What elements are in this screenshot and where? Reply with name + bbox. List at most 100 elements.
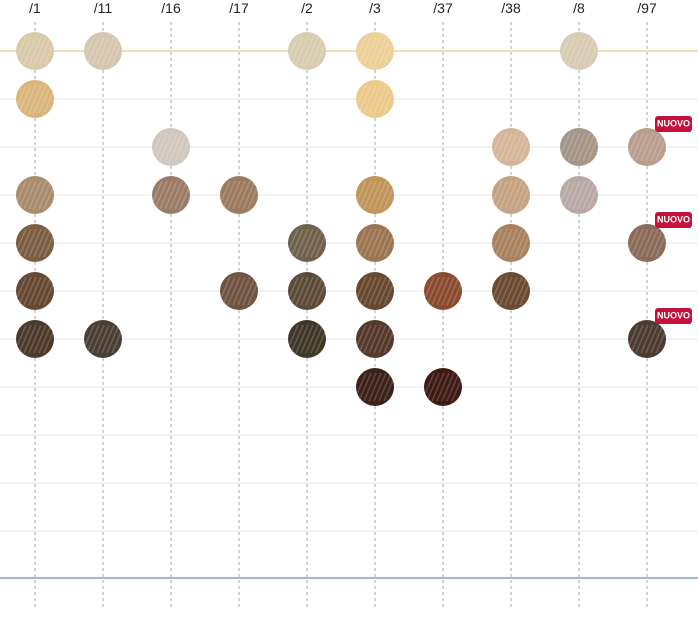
swatch bbox=[489, 128, 533, 166]
swatch bbox=[489, 224, 533, 262]
swatch-strand bbox=[18, 180, 32, 210]
swatch-strand bbox=[368, 84, 382, 114]
swatch-strand bbox=[451, 276, 465, 306]
swatch-strand bbox=[378, 228, 392, 258]
swatch-strand bbox=[111, 324, 125, 354]
swatch-strand bbox=[38, 84, 52, 114]
swatch-strand bbox=[222, 276, 236, 306]
swatch-circle bbox=[560, 176, 598, 214]
swatch-strand bbox=[353, 372, 367, 402]
swatch-strand bbox=[378, 180, 392, 210]
swatch-strand bbox=[509, 180, 523, 210]
swatch-strand bbox=[13, 324, 27, 354]
swatch-strand bbox=[33, 36, 47, 66]
swatch-strand bbox=[562, 180, 576, 210]
swatch-strand bbox=[96, 324, 110, 354]
swatch-strand bbox=[28, 276, 42, 306]
swatch-strand bbox=[217, 276, 231, 306]
swatch-strand bbox=[489, 132, 503, 162]
swatch-strand bbox=[232, 180, 246, 210]
swatch-strand bbox=[23, 180, 37, 210]
swatch-strand bbox=[368, 228, 382, 258]
swatch-strand bbox=[373, 180, 387, 210]
swatch bbox=[353, 224, 397, 262]
swatch-circle bbox=[152, 176, 190, 214]
swatch-strand bbox=[655, 132, 669, 162]
swatch-strand bbox=[572, 36, 586, 66]
swatch bbox=[557, 128, 601, 166]
swatch-strand bbox=[358, 324, 372, 354]
swatch-circle bbox=[628, 128, 666, 166]
column-header: /16 bbox=[161, 0, 181, 16]
swatch-strand bbox=[572, 132, 586, 162]
swatch-strand bbox=[18, 228, 32, 258]
swatch-strand bbox=[96, 36, 110, 66]
swatch-strand bbox=[13, 228, 27, 258]
swatch-strand bbox=[368, 372, 382, 402]
swatch-strand bbox=[650, 132, 664, 162]
column-header: /11 bbox=[94, 0, 113, 16]
swatch-strand bbox=[494, 228, 508, 258]
swatch-strand bbox=[635, 228, 649, 258]
swatch bbox=[285, 272, 329, 310]
swatch-strand bbox=[640, 324, 654, 354]
swatch-strand bbox=[358, 276, 372, 306]
swatch-strand bbox=[383, 228, 397, 258]
swatch-strand bbox=[358, 372, 372, 402]
swatch-strand bbox=[300, 324, 314, 354]
column-header: /38 bbox=[501, 0, 521, 16]
swatch-circle bbox=[424, 272, 462, 310]
swatch bbox=[489, 176, 533, 214]
swatch-strand bbox=[295, 324, 309, 354]
swatch-strand bbox=[247, 276, 261, 306]
swatch-strand bbox=[315, 36, 329, 66]
badge bbox=[655, 116, 692, 132]
swatch-circle bbox=[152, 128, 190, 166]
swatch-circle bbox=[356, 272, 394, 310]
swatch-strand bbox=[28, 84, 42, 114]
swatch-strand bbox=[300, 36, 314, 66]
swatch-strand bbox=[106, 36, 120, 66]
column-header: /3 bbox=[369, 0, 381, 16]
swatch-strand bbox=[154, 180, 168, 210]
swatch-strand bbox=[577, 36, 591, 66]
swatch-circle bbox=[288, 32, 326, 70]
swatch-strand bbox=[587, 132, 601, 162]
swatch-strand bbox=[169, 180, 183, 210]
swatch-strand bbox=[285, 228, 299, 258]
swatch-strand bbox=[353, 324, 367, 354]
swatch-strand bbox=[43, 36, 57, 66]
swatch-strand bbox=[305, 228, 319, 258]
swatch-strand bbox=[519, 276, 533, 306]
swatch-strand bbox=[38, 324, 52, 354]
swatch-strand bbox=[630, 324, 644, 354]
swatch bbox=[13, 80, 57, 118]
swatch-strand bbox=[499, 276, 513, 306]
swatch-strand bbox=[86, 36, 100, 66]
swatch-strand bbox=[237, 180, 251, 210]
swatch-strand bbox=[645, 132, 659, 162]
swatch-strand bbox=[290, 276, 304, 306]
swatch-strand bbox=[353, 36, 367, 66]
swatch-circle bbox=[356, 368, 394, 406]
swatch-strand bbox=[567, 36, 581, 66]
swatch bbox=[625, 224, 669, 262]
swatch-strand bbox=[305, 276, 319, 306]
swatch bbox=[353, 80, 397, 118]
swatch-strand bbox=[18, 84, 32, 114]
swatch-strand bbox=[494, 180, 508, 210]
swatch-strand bbox=[509, 132, 523, 162]
swatch-strand bbox=[489, 228, 503, 258]
swatch-strand bbox=[111, 36, 125, 66]
swatch-strand bbox=[38, 228, 52, 258]
swatch-strand bbox=[635, 132, 649, 162]
swatch-strand bbox=[43, 276, 57, 306]
swatch-strand bbox=[310, 324, 324, 354]
swatch-strand bbox=[28, 36, 42, 66]
swatch-circle bbox=[16, 224, 54, 262]
swatch-circle bbox=[16, 320, 54, 358]
swatch-strand bbox=[446, 276, 460, 306]
swatch-strand bbox=[310, 276, 324, 306]
swatch-strand bbox=[640, 228, 654, 258]
swatch bbox=[353, 272, 397, 310]
